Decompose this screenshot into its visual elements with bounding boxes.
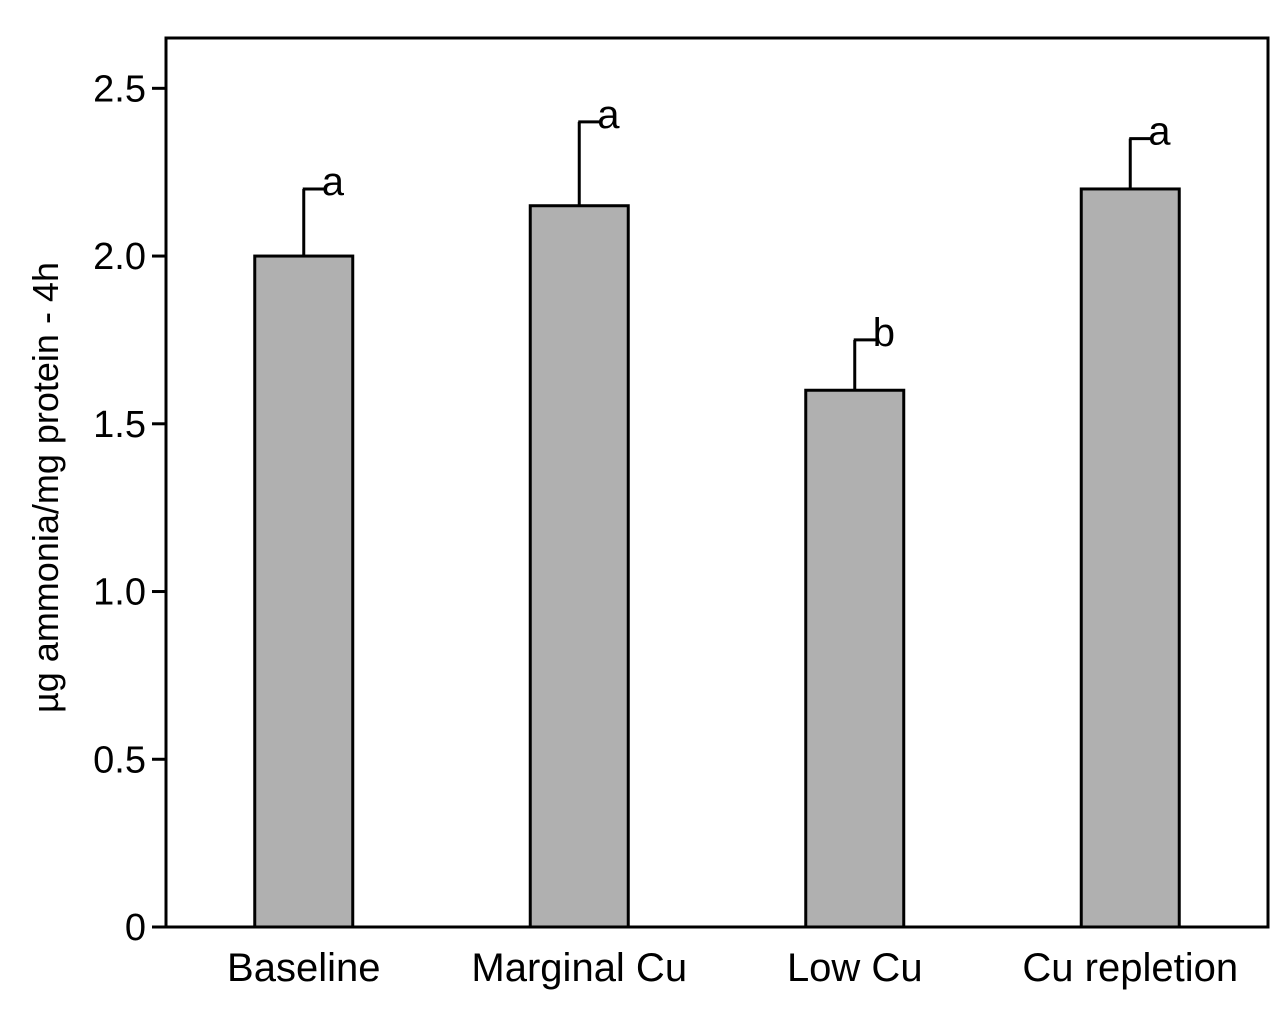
x-tick-label: Marginal Cu — [471, 946, 687, 990]
significance-letter: a — [597, 93, 620, 137]
significance-letter: a — [322, 160, 345, 204]
y-axis-ticks: 0 0.5 1.0 1.5 2.0 2.5 — [93, 68, 166, 949]
bar-marginal-cu — [528, 204, 630, 929]
significance-labels-group: a a b a — [322, 93, 1172, 355]
error-bars-group — [302, 120, 1153, 391]
y-tick-label: 2.5 — [93, 68, 146, 110]
bar-low-cu — [804, 388, 906, 929]
y-tick-label: 0 — [125, 907, 146, 949]
bar-cu-repletion — [1079, 187, 1181, 929]
y-tick-label: 1.0 — [93, 572, 146, 614]
x-tick-label: Low Cu — [787, 946, 923, 990]
x-tick-label: Cu repletion — [1022, 946, 1238, 990]
y-tick-label: 1.5 — [93, 404, 146, 446]
plot-frame — [164, 36, 1270, 929]
significance-letter: a — [1148, 110, 1171, 154]
y-tick-label: 0.5 — [93, 739, 146, 781]
significance-letter: b — [873, 311, 895, 355]
y-axis-title: µg ammonia/mg protein - 4h — [25, 262, 66, 713]
bars-group — [253, 187, 1181, 929]
bar-baseline — [253, 254, 355, 929]
y-tick-label: 2.0 — [93, 236, 146, 278]
x-axis-labels: Baseline Marginal Cu Low Cu Cu repletion — [227, 946, 1238, 990]
x-tick-label: Baseline — [227, 946, 380, 990]
